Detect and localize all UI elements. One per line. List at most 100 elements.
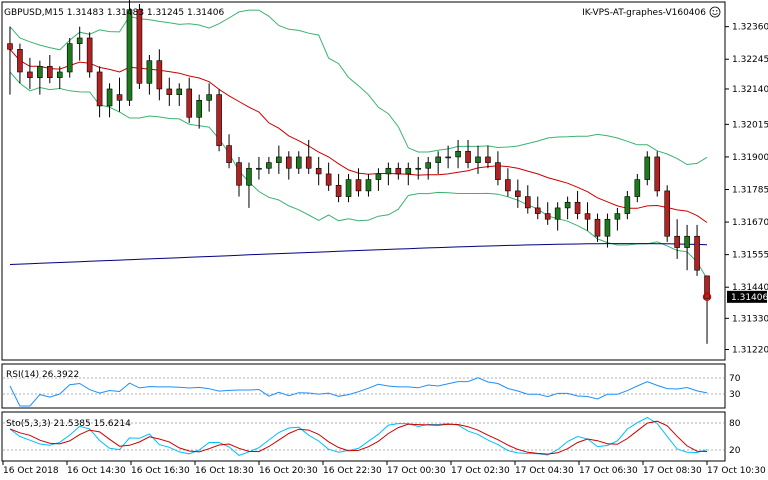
candle [335, 173, 342, 203]
candle [405, 162, 412, 186]
sto-panel-frame [1, 411, 726, 462]
candle [176, 83, 183, 106]
candle [455, 139, 461, 169]
stochastic-indicator: 80 20 [3, 416, 741, 456]
bollinger-bands [9, 9, 708, 280]
candle [634, 173, 641, 203]
rsi-label: RSI(14) 26.3922 [6, 370, 79, 380]
candle [96, 66, 103, 118]
candle [7, 26, 13, 95]
candle [345, 173, 352, 203]
time-tick-label: 16 Oct 2018 [3, 466, 59, 476]
rsi-level-label: 70 [729, 374, 741, 384]
candle [226, 134, 232, 169]
candle [355, 168, 362, 197]
candle [534, 196, 541, 220]
candle [206, 83, 212, 112]
moving-average-slow [9, 243, 708, 265]
candle [56, 66, 63, 89]
candle [415, 156, 422, 180]
candle [574, 190, 581, 220]
candle [315, 156, 322, 186]
candle [644, 151, 651, 186]
rsi-indicator: 70 30 [3, 374, 741, 407]
price-tick-label: 1.31555 [732, 251, 768, 261]
sto-level-label: 20 [729, 446, 741, 456]
candle [505, 168, 511, 197]
current-price-tag [727, 290, 767, 303]
price-tick-label: 1.31900 [732, 153, 768, 163]
candle [614, 207, 621, 231]
watermark-label: IK-VPS-AT-graphes-V160406 [582, 8, 706, 18]
time-tick-label: 17 Oct 06:30 [579, 466, 638, 476]
sto-signal-line [9, 420, 708, 455]
candle [584, 202, 591, 231]
price-tick-label: 1.32245 [732, 55, 768, 65]
price-tick-label: 1.31440 [732, 283, 768, 293]
candle [126, 0, 133, 106]
time-tick-label: 17 Oct 08:30 [643, 466, 702, 476]
candle [236, 156, 242, 197]
price-tick-label: 1.31220 [732, 346, 768, 356]
candle [196, 94, 202, 129]
time-tick-label: 16 Oct 22:30 [323, 466, 382, 476]
candle [136, 4, 143, 89]
bollinger-upper [9, 9, 708, 166]
candle [305, 139, 312, 174]
rsi-line [9, 377, 708, 407]
price-tick-label: 1.31330 [732, 314, 768, 324]
candle [86, 32, 93, 78]
candle [116, 77, 123, 112]
current-price-label: 1.31406 [731, 293, 768, 303]
candle [266, 156, 272, 174]
candle [435, 151, 441, 174]
time-tick-label: 16 Oct 18:30 [195, 466, 254, 476]
candle [604, 213, 611, 248]
candle [246, 162, 252, 208]
candle [17, 43, 23, 84]
time-tick-label: 17 Oct 04:30 [515, 466, 574, 476]
candle [524, 185, 531, 214]
candle [27, 57, 33, 89]
candle [146, 54, 153, 95]
moving-averages [9, 48, 708, 265]
time-tick-label: 17 Oct 10:30 [707, 466, 766, 476]
candle [515, 179, 521, 208]
candle [295, 151, 302, 174]
candle [594, 213, 601, 242]
candle [385, 162, 392, 186]
candle [624, 190, 631, 220]
sto-label: Sto(5,3,3) 21.5385 15.6214 [6, 419, 131, 429]
smiley-icon [709, 6, 721, 18]
time-tick-label: 17 Oct 02:30 [451, 466, 510, 476]
candle [156, 49, 163, 101]
price-panel-frame [1, 1, 726, 361]
candle [166, 77, 173, 106]
price-axis: 1.32360 1.32245 1.32140 1.32015 1.31900 1.317… [725, 23, 768, 356]
time-axis: 16 Oct 2018 16 Oct 14:30 16 Oct 16:30 16 Oc… [2, 461, 766, 476]
candle [106, 83, 113, 118]
sto-level-label: 80 [729, 419, 741, 429]
candle [554, 202, 561, 231]
candle [276, 145, 282, 174]
candle [256, 156, 262, 180]
candle [216, 88, 222, 152]
candle [674, 219, 680, 259]
candle [445, 145, 451, 169]
time-tick-label: 16 Oct 20:30 [259, 466, 318, 476]
candle [664, 185, 670, 242]
candle [375, 168, 382, 191]
candle [395, 162, 402, 180]
time-tick-label: 17 Oct 00:30 [387, 466, 446, 476]
price-tick-label: 1.32360 [732, 23, 768, 33]
candles [7, 0, 712, 344]
candle [37, 60, 43, 95]
symbol-info: GBPUSD,M15 1.31483 1.31483 1.31245 1.314… [4, 8, 224, 18]
candle [186, 77, 193, 123]
price-tick-label: 1.31670 [732, 218, 768, 228]
price-tick-label: 1.32140 [732, 85, 768, 95]
candle [654, 151, 661, 197]
price-tick-label: 1.31785 [732, 185, 768, 195]
candle [684, 224, 690, 271]
